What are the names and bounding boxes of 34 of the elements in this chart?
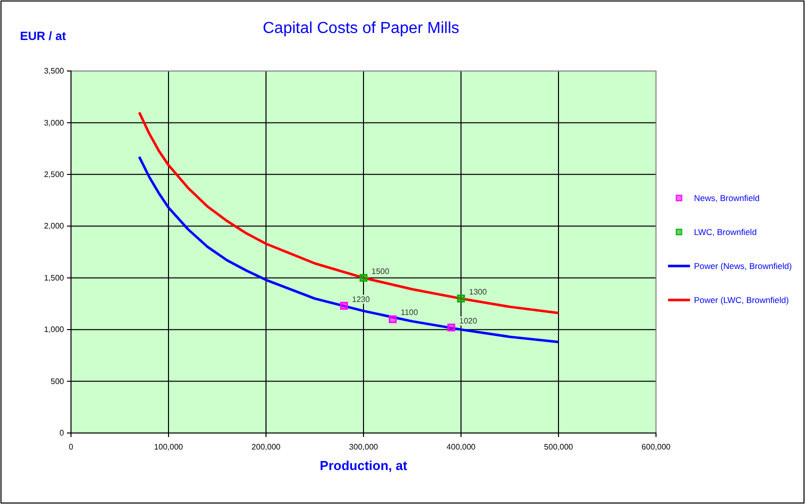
line-series [138,111,560,314]
x-tick-label: 0 [68,442,74,452]
y-tick-label: 2,000 [44,222,65,231]
point [447,324,456,332]
data-label: 1300 [469,288,488,297]
x-tick-label: 200,000 [252,442,282,452]
x-tick-label: 100,000 [154,442,184,452]
line-series [138,156,560,344]
data-label: 1100 [400,308,419,318]
y-tick-label: 1,000 [44,325,65,334]
y-tick-label: 0 [60,428,65,438]
y-axis-title: EUR / at [20,29,66,43]
y-tick-label: 3,500 [44,66,65,76]
y-tick-label: 2,500 [44,170,65,179]
legend-label: News, Brownfield [694,193,760,203]
y-tick-label: 1,500 [44,273,65,282]
x-tick-label: 300,000 [349,442,379,452]
x-tick-label: 500,000 [544,442,574,452]
data-label: 1500 [372,266,390,276]
x-tick-label: 400,000 [446,442,476,452]
point [457,294,465,302]
y-tick-label: 500 [50,376,65,386]
y-tick-label: 3,000 [44,118,65,128]
chart-title: Capital Costs of Paper Mills [262,20,460,37]
legend-label: Power (News, Brownfield) [694,261,792,271]
data-label: 1020 [459,316,478,326]
data-label: 1230 [352,294,370,304]
x-axis-title: Production, at [320,458,408,473]
legend-label: Power (LWC, Brownfield) [694,295,789,305]
point [360,274,368,282]
point [388,315,397,324]
point [340,302,348,310]
x-tick-label: 600,000 [642,442,672,452]
legend-label: LWC, Brownfield [694,227,757,237]
